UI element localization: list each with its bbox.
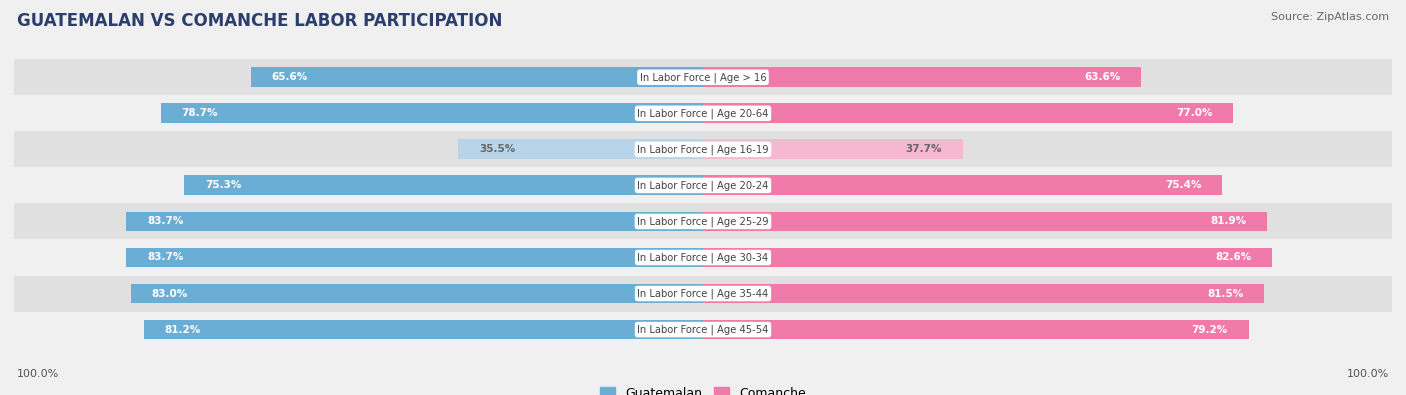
Text: 75.3%: 75.3%	[205, 181, 242, 190]
Text: In Labor Force | Age 30-34: In Labor Force | Age 30-34	[637, 252, 769, 263]
Text: 37.7%: 37.7%	[905, 144, 942, 154]
Text: GUATEMALAN VS COMANCHE LABOR PARTICIPATION: GUATEMALAN VS COMANCHE LABOR PARTICIPATI…	[17, 12, 502, 30]
Text: In Labor Force | Age 35-44: In Labor Force | Age 35-44	[637, 288, 769, 299]
Bar	[131, 284, 703, 303]
Text: 35.5%: 35.5%	[479, 144, 516, 154]
Text: In Labor Force | Age > 16: In Labor Force | Age > 16	[640, 72, 766, 83]
Text: In Labor Force | Age 20-64: In Labor Force | Age 20-64	[637, 108, 769, 118]
Text: 79.2%: 79.2%	[1192, 325, 1227, 335]
Bar	[703, 284, 1264, 303]
Bar	[14, 59, 1392, 95]
Text: 83.7%: 83.7%	[148, 216, 183, 226]
Bar	[184, 175, 703, 195]
Bar	[703, 212, 1267, 231]
Text: In Labor Force | Age 45-54: In Labor Force | Age 45-54	[637, 324, 769, 335]
Bar	[14, 167, 1392, 203]
Bar	[14, 131, 1392, 167]
Text: 77.0%: 77.0%	[1177, 108, 1213, 118]
Text: 65.6%: 65.6%	[271, 72, 308, 82]
Bar	[14, 203, 1392, 239]
Text: 100.0%: 100.0%	[17, 369, 59, 379]
Text: 63.6%: 63.6%	[1084, 72, 1121, 82]
Text: 100.0%: 100.0%	[1347, 369, 1389, 379]
Bar	[703, 248, 1272, 267]
Bar	[14, 239, 1392, 276]
Text: 75.4%: 75.4%	[1166, 181, 1202, 190]
Bar	[127, 212, 703, 231]
Text: In Labor Force | Age 16-19: In Labor Force | Age 16-19	[637, 144, 769, 154]
Text: In Labor Force | Age 25-29: In Labor Force | Age 25-29	[637, 216, 769, 227]
Bar	[458, 139, 703, 159]
Bar	[703, 320, 1249, 339]
Bar	[143, 320, 703, 339]
Text: 82.6%: 82.6%	[1215, 252, 1251, 263]
Text: Source: ZipAtlas.com: Source: ZipAtlas.com	[1271, 12, 1389, 22]
Bar	[703, 139, 963, 159]
Bar	[160, 103, 703, 123]
Bar	[14, 312, 1392, 348]
Text: In Labor Force | Age 20-24: In Labor Force | Age 20-24	[637, 180, 769, 191]
Bar	[703, 68, 1142, 87]
Bar	[703, 175, 1222, 195]
Bar	[252, 68, 703, 87]
Text: 83.7%: 83.7%	[148, 252, 183, 263]
Text: 81.9%: 81.9%	[1211, 216, 1247, 226]
Bar	[127, 248, 703, 267]
Text: 81.2%: 81.2%	[165, 325, 201, 335]
Text: 81.5%: 81.5%	[1208, 288, 1244, 299]
Text: 78.7%: 78.7%	[181, 108, 218, 118]
Legend: Guatemalan, Comanche: Guatemalan, Comanche	[595, 382, 811, 395]
Text: 83.0%: 83.0%	[152, 288, 188, 299]
Bar	[14, 276, 1392, 312]
Bar	[703, 103, 1233, 123]
Bar	[14, 95, 1392, 131]
